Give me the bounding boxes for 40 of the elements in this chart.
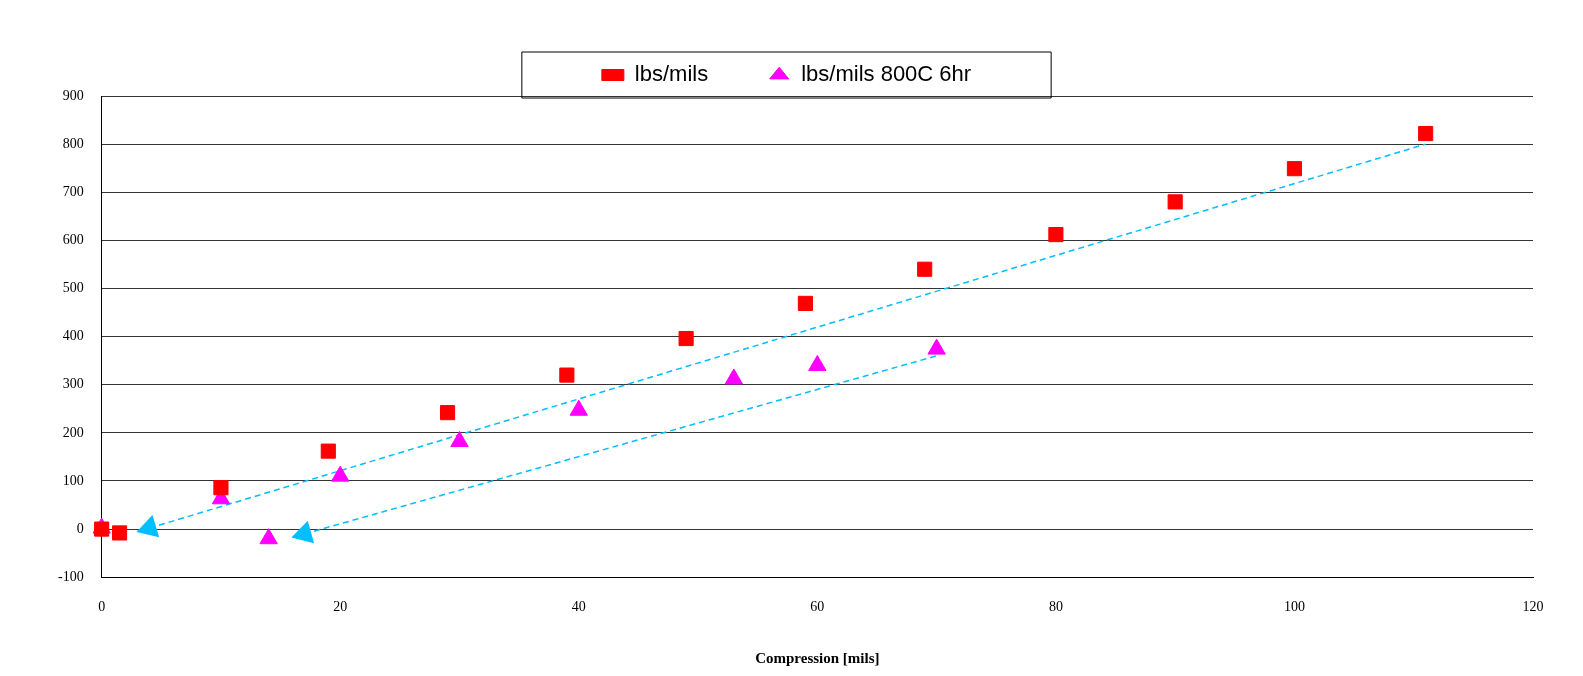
y-tick-label: -100 bbox=[57, 568, 84, 584]
y-tick-label: 500 bbox=[62, 280, 84, 296]
point bbox=[1286, 161, 1303, 177]
y-tick-label: 900 bbox=[62, 87, 84, 103]
point bbox=[320, 443, 336, 459]
point bbox=[111, 525, 128, 541]
legend-label: lbs/mils bbox=[634, 61, 709, 87]
point bbox=[440, 405, 456, 421]
point bbox=[569, 399, 588, 416]
y-tick-label: 200 bbox=[62, 424, 84, 440]
point bbox=[927, 338, 946, 355]
point bbox=[678, 330, 694, 347]
y-tick-label: 0 bbox=[76, 520, 84, 536]
y-tick-label: 700 bbox=[62, 183, 84, 199]
point bbox=[94, 521, 110, 537]
point bbox=[559, 367, 575, 383]
point bbox=[1167, 194, 1183, 210]
x-tick-label: 40 bbox=[571, 598, 586, 614]
x-tick-label: 20 bbox=[333, 598, 348, 614]
x-tick-label: 60 bbox=[810, 598, 825, 614]
x-tick-label: 100 bbox=[1283, 598, 1305, 614]
point bbox=[724, 368, 743, 385]
x-tick-label: 80 bbox=[1048, 598, 1063, 614]
point bbox=[1418, 125, 1434, 142]
y-tick-label: 100 bbox=[62, 472, 84, 488]
x-tick-label: 0 bbox=[98, 598, 106, 614]
point bbox=[331, 465, 350, 482]
point bbox=[450, 431, 469, 447]
point bbox=[259, 528, 278, 545]
legend-label: lbs/mils 800C 6hr bbox=[801, 61, 972, 87]
x-tick-label: 120 bbox=[1522, 598, 1544, 614]
y-tick-label: 400 bbox=[62, 328, 84, 344]
point bbox=[1048, 227, 1064, 243]
x-axis-title: Compression [mils] bbox=[755, 649, 880, 666]
point bbox=[917, 261, 933, 277]
y-tick-label: 300 bbox=[62, 376, 84, 392]
point bbox=[213, 480, 229, 496]
y-tick-label: 600 bbox=[62, 232, 84, 248]
point bbox=[797, 295, 813, 311]
y-tick-label: 800 bbox=[62, 135, 84, 151]
